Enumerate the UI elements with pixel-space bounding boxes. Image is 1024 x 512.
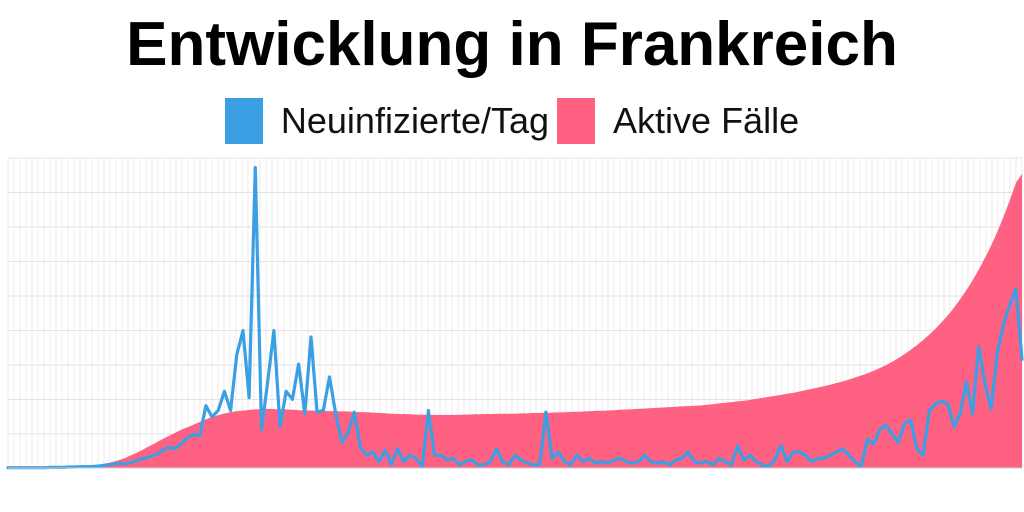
legend-item-new-infections[interactable]: Neuinfizierte/Tag bbox=[224, 98, 550, 144]
legend-swatch-new-infections bbox=[224, 98, 263, 144]
chart-plot bbox=[6, 157, 1024, 470]
series-line-new-infections bbox=[6, 166, 1024, 470]
legend-swatch-active-cases bbox=[557, 98, 596, 144]
chart-title: Entwicklung in Frankreich bbox=[126, 10, 898, 79]
legend-label-new-infections: Neuinfizierte/Tag bbox=[280, 100, 550, 141]
legend-label-active-cases: Aktive Fälle bbox=[613, 100, 800, 141]
series-area-active-cases bbox=[8, 174, 1022, 468]
legend: Neuinfizierte/Tag Aktive Fälle bbox=[0, 98, 1024, 144]
legend-item-active-cases[interactable]: Aktive Fälle bbox=[557, 98, 799, 144]
